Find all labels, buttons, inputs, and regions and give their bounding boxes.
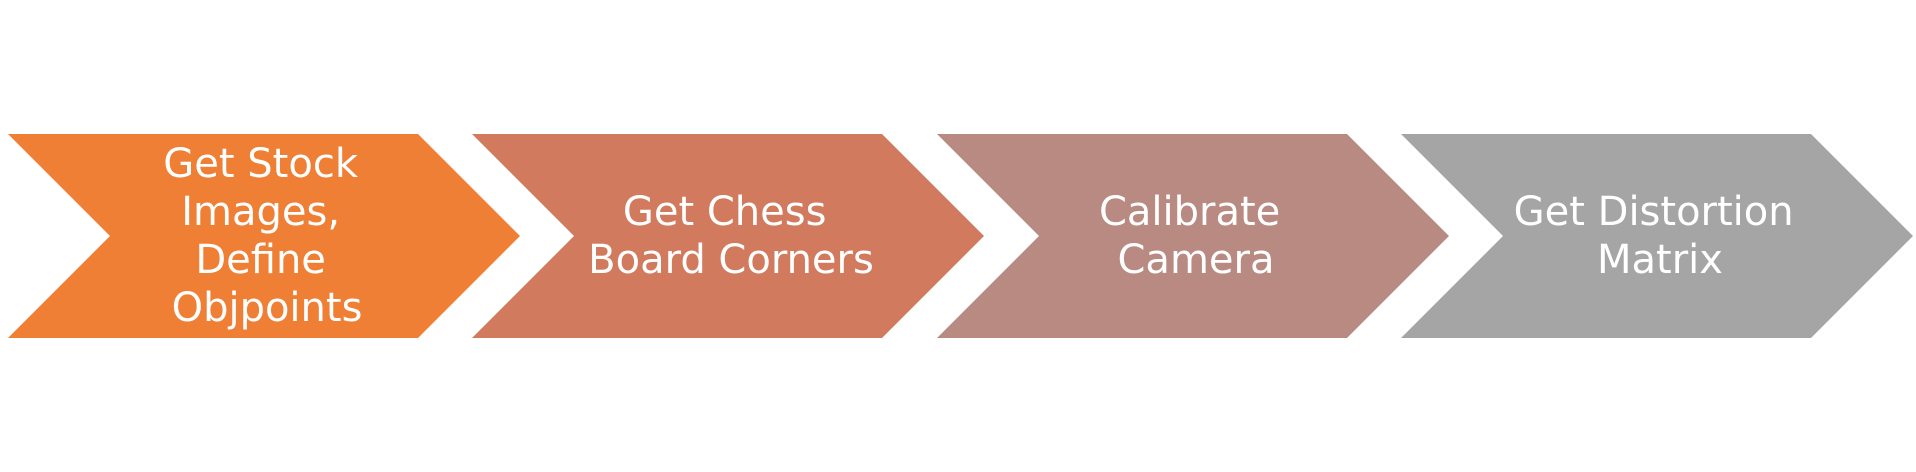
step-3-line-2: Camera <box>1118 237 1275 283</box>
step-2-line-1: Get Chess <box>623 189 827 235</box>
step-4-line-2: Matrix <box>1597 237 1723 283</box>
step-4-label: Get Distortion Matrix <box>1514 189 1807 283</box>
step-1-label: Get Stock Images, Define Objpoints <box>163 141 370 331</box>
step-4-chevron-shape <box>1401 134 1913 338</box>
step-1-line-1: Get Stock <box>163 141 359 187</box>
step-1-line-4: Objpoints <box>172 285 363 331</box>
step-3-line-1: Calibrate <box>1099 189 1280 235</box>
process-step-4: Get Distortion Matrix <box>1401 134 1913 338</box>
process-step-2: Get Chess Board Corners <box>472 134 984 338</box>
step-1-line-2: Images, <box>181 189 340 235</box>
step-2-line-2: Board Corners <box>588 237 874 283</box>
process-step-1: Get Stock Images, Define Objpoints <box>8 134 520 338</box>
step-3-label: Calibrate Camera <box>1099 189 1293 283</box>
step-4-line-1: Get Distortion <box>1514 189 1794 235</box>
step-1-line-3: Define <box>195 237 326 283</box>
step-2-label: Get Chess Board Corners <box>588 189 874 283</box>
step-2-chevron-shape <box>472 134 984 338</box>
step-1-chevron-shape <box>8 134 520 338</box>
step-3-chevron-shape <box>937 134 1449 338</box>
process-step-3: Calibrate Camera <box>937 134 1449 338</box>
